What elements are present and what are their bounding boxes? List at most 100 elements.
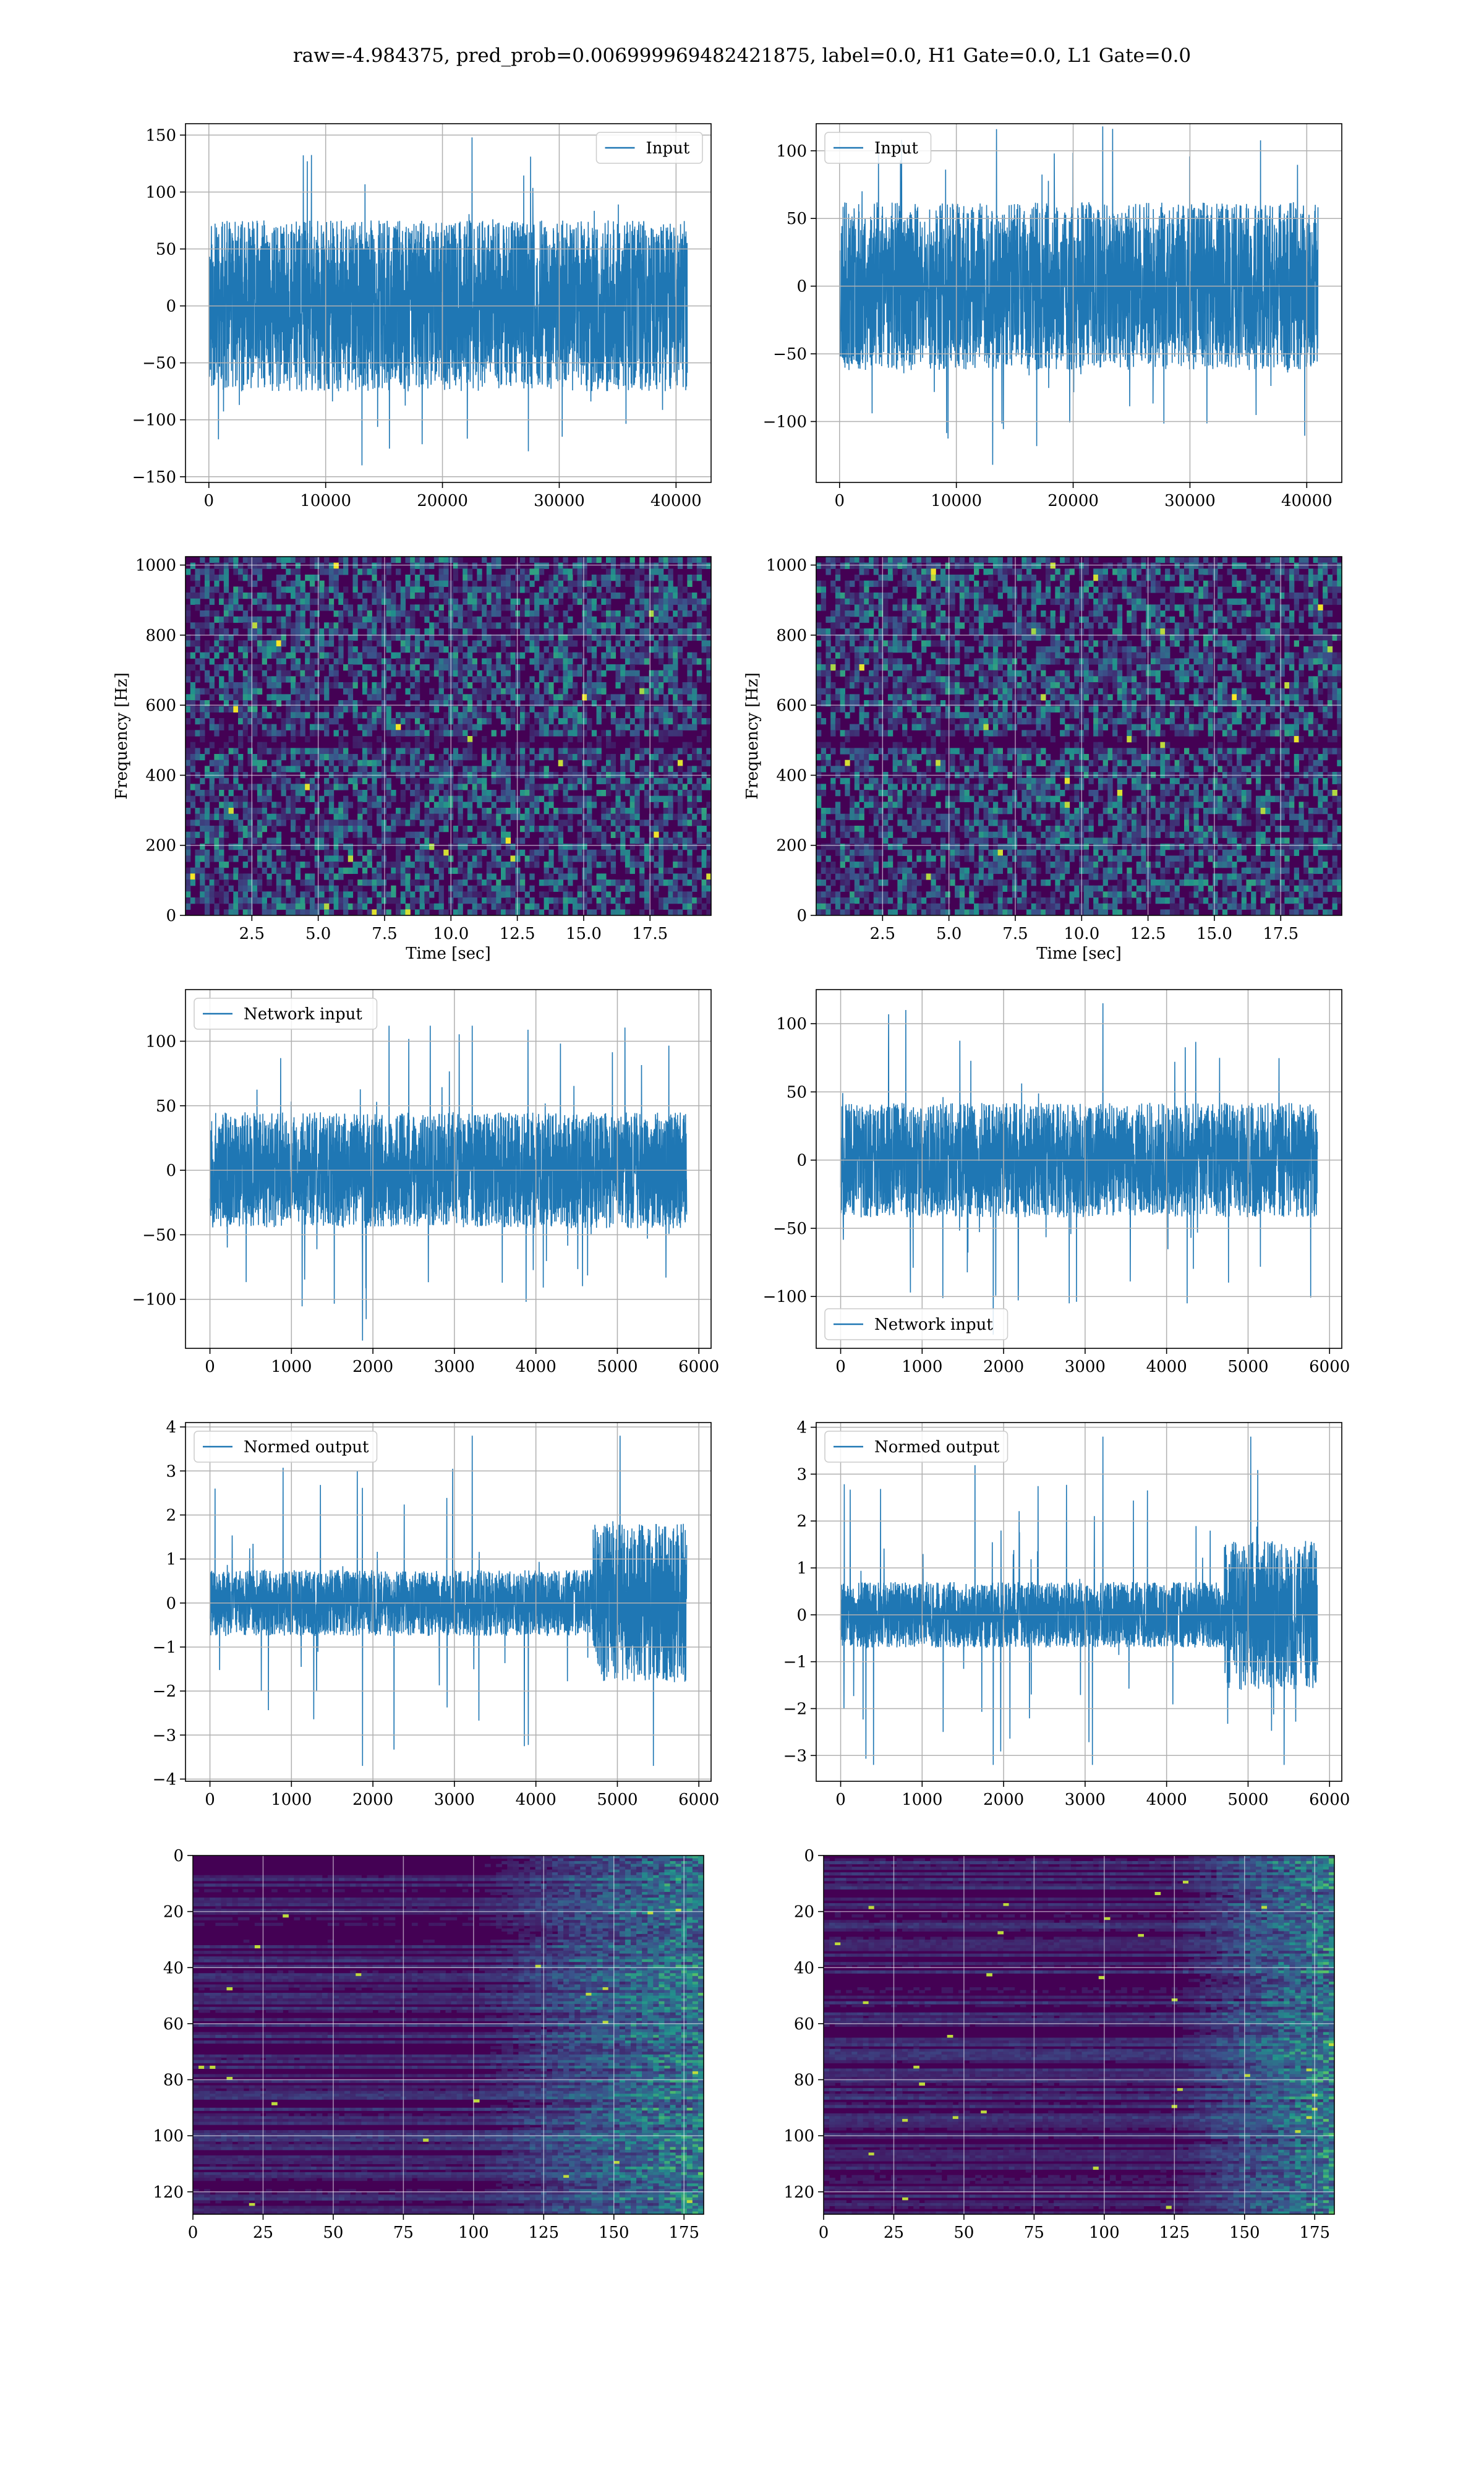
heatmap-cell [620, 718, 626, 725]
heatmap-cell [548, 688, 554, 695]
heatmap-cell [367, 652, 372, 659]
heatmap-cell [267, 640, 272, 647]
heatmap-cell [386, 730, 391, 737]
heatmap-cell [214, 580, 220, 587]
heatmap-cell [338, 724, 344, 730]
heatmap-cell [496, 844, 501, 850]
heatmap-cell [200, 736, 205, 743]
heatmap-cell [931, 568, 936, 575]
heatmap-cell [300, 622, 305, 629]
heatmap-cell [529, 706, 535, 713]
heatmap-cell [228, 610, 234, 617]
heatmap-cell [247, 844, 253, 850]
heatmap-cell [362, 712, 368, 719]
heatmap-cell [544, 622, 549, 629]
heatmap-cell [620, 628, 626, 635]
heatmap-cell [548, 694, 554, 701]
heatmap-cell [486, 568, 492, 575]
heatmap-cell [362, 688, 368, 695]
heatmap-cell [615, 820, 621, 826]
heatmap-cell [295, 634, 301, 641]
heatmap-cell [328, 580, 335, 587]
heatmap-cell [629, 730, 635, 737]
heatmap-cell [620, 676, 626, 683]
heatmap-cell [706, 784, 711, 790]
heatmap-cell [629, 808, 635, 815]
heatmap-cell [544, 790, 549, 797]
heatmap-cell [338, 742, 344, 748]
heatmap-cell [548, 795, 554, 802]
heatmap-cell [1217, 593, 1223, 599]
heatmap-cell [352, 831, 358, 838]
heatmap-cell [357, 909, 363, 915]
heatmap-cell [309, 580, 315, 587]
heatmap-cell [1255, 586, 1261, 593]
heatmap-cell [629, 820, 635, 826]
heatmap-cell [1064, 598, 1070, 605]
heatmap-cell [596, 826, 602, 833]
heatmap-cell [501, 730, 506, 737]
heatmap-cell [629, 676, 635, 683]
heatmap-cell [391, 826, 396, 833]
heatmap-cell [1327, 610, 1333, 617]
heatmap-cell [568, 604, 573, 611]
heatmap-cell [228, 844, 234, 850]
heatmap-cell [195, 634, 200, 641]
heatmap-cell [328, 820, 335, 826]
heatmap-cell [377, 844, 382, 850]
heatmap-cell [247, 664, 253, 671]
heatmap-cell [405, 730, 411, 737]
heatmap-cell [190, 593, 196, 599]
heatmap-cell [309, 616, 315, 623]
heatmap-cell [706, 760, 711, 766]
heatmap-cell [433, 903, 440, 910]
heatmap-cell [558, 598, 564, 605]
heatmap-cell [1265, 557, 1271, 563]
heatmap-cell [544, 664, 549, 671]
heatmap-cell [467, 670, 473, 677]
heatmap-cell [209, 557, 215, 563]
heatmap-cell [649, 795, 654, 802]
heatmap-cell [458, 897, 463, 904]
heatmap-cell [1174, 604, 1180, 611]
heatmap-cell [477, 862, 482, 868]
heatmap-cell [190, 766, 196, 773]
heatmap-cell [391, 593, 396, 599]
heatmap-cell [1313, 610, 1318, 617]
heatmap-cell [654, 706, 659, 713]
heatmap-cell [864, 562, 869, 569]
heatmap-cell [305, 826, 310, 833]
heatmap-cell [491, 670, 497, 677]
heatmap-cell [596, 837, 602, 844]
heatmap-cell [482, 754, 487, 761]
heatmap-cell [396, 730, 401, 737]
heatmap-cell [482, 622, 487, 629]
heatmap-cell [625, 862, 631, 868]
heatmap-cell [563, 712, 568, 719]
heatmap-cell [204, 562, 210, 569]
heatmap-cell [190, 802, 196, 808]
heatmap-cell [372, 694, 377, 701]
heatmap-cell [305, 862, 310, 868]
heatmap-cell [1279, 610, 1285, 617]
heatmap-cell [510, 682, 516, 689]
heatmap-cell [295, 694, 301, 701]
heatmap-cell [615, 580, 621, 587]
heatmap-cell [190, 652, 196, 659]
heatmap-cell [458, 760, 463, 766]
heatmap-cell [200, 718, 205, 725]
heatmap-cell [367, 748, 372, 755]
heatmap-cell [964, 586, 970, 593]
heatmap-cell [682, 724, 688, 730]
heatmap-cell [491, 844, 497, 850]
heatmap-cell [405, 628, 411, 635]
heatmap-cell [496, 760, 501, 766]
heatmap-cell [372, 885, 377, 892]
heatmap-cell [596, 557, 602, 563]
heatmap-cell [348, 802, 354, 808]
heatmap-cell [242, 706, 249, 713]
heatmap-cell [659, 748, 664, 755]
heatmap-cell [577, 700, 582, 707]
heatmap-cell [419, 568, 425, 575]
heatmap-cell [663, 604, 669, 611]
